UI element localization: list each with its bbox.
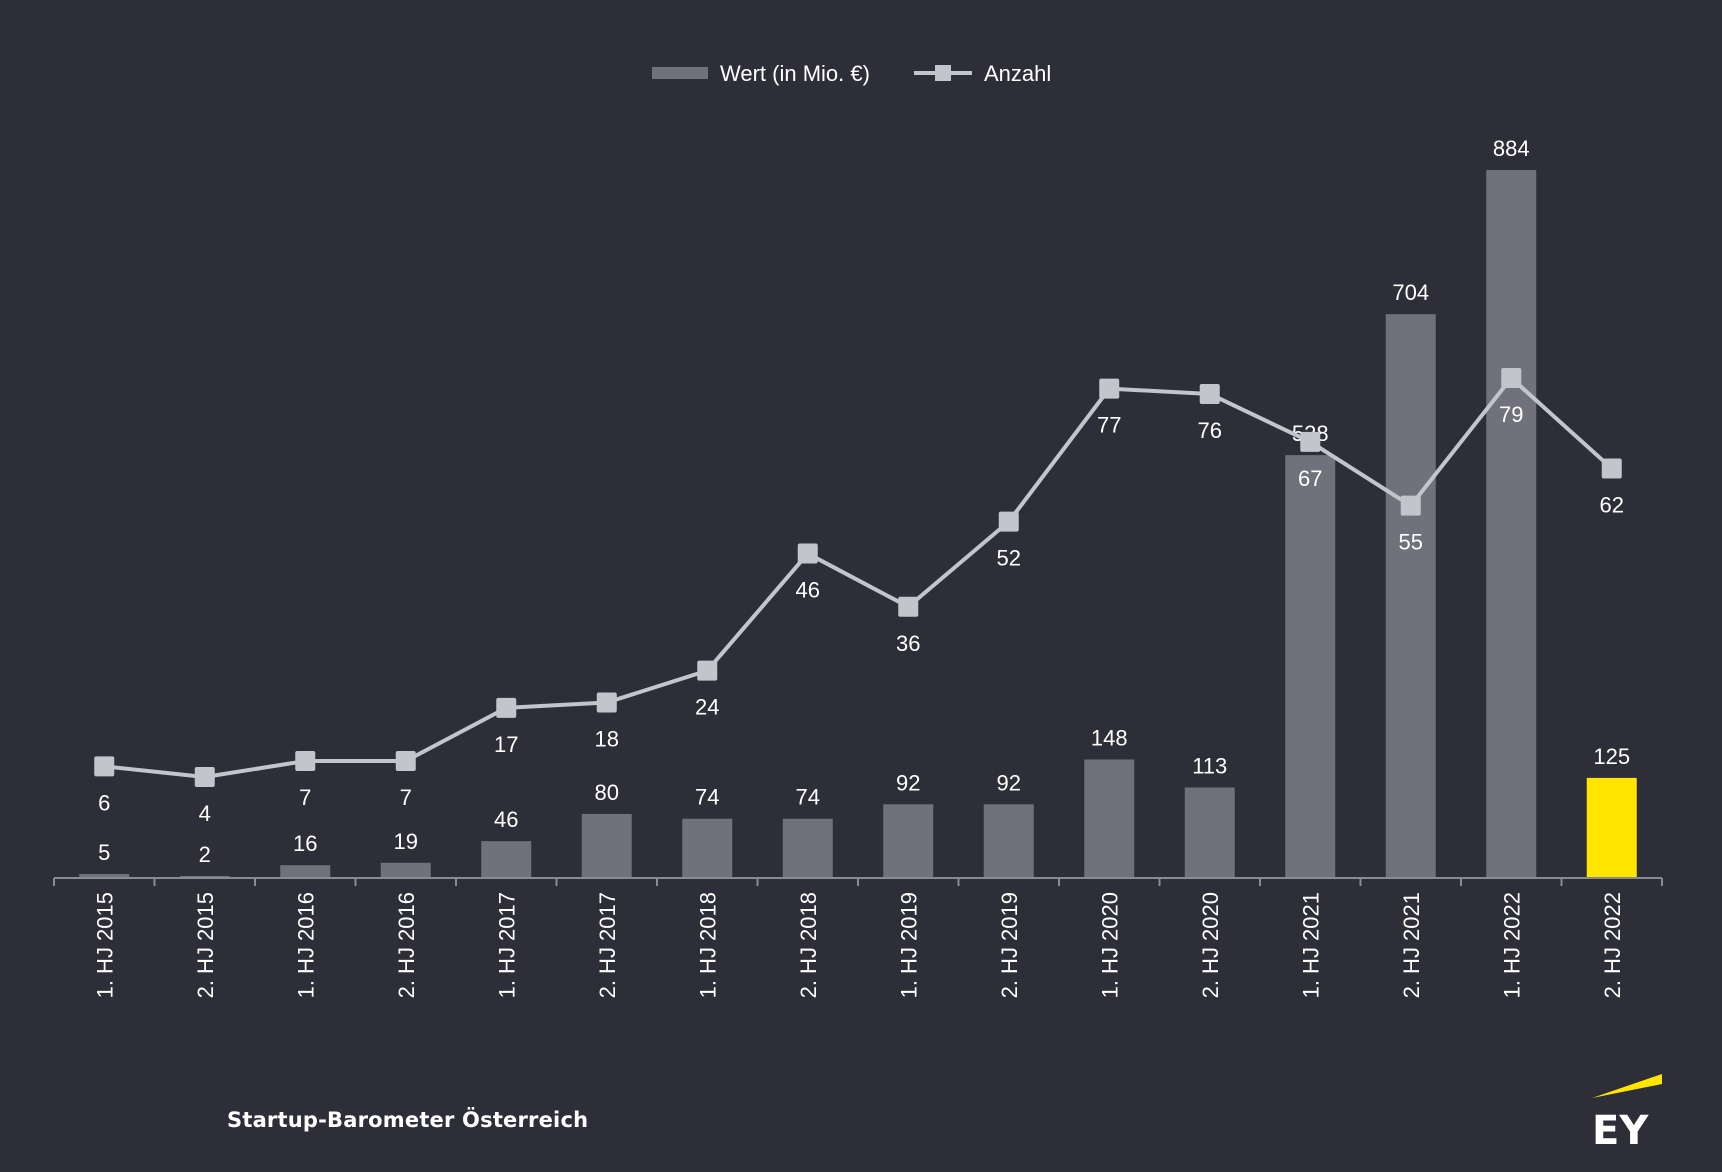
bar-2-hj-2021 — [1385, 314, 1436, 878]
bar-value-label: 148 — [1091, 725, 1128, 750]
bar-value-label: 92 — [997, 770, 1021, 795]
x-tick-label: 2. HJ 2021 — [1399, 892, 1424, 998]
bar-1-hj-2021 — [1285, 455, 1336, 878]
bar-value-label: 704 — [1392, 280, 1429, 305]
line-marker — [697, 660, 718, 681]
line-marker — [596, 692, 617, 713]
line-value-label: 36 — [896, 631, 920, 656]
bar-1-hj-2019 — [883, 804, 934, 878]
ey-logo: EY — [1592, 1074, 1662, 1148]
x-tick-label: 2. HJ 2022 — [1600, 892, 1625, 998]
line-marker — [1501, 368, 1522, 388]
line-value-label: 52 — [997, 546, 1021, 571]
line-marker — [1099, 378, 1120, 399]
x-tick-label: 1. HJ 2020 — [1097, 892, 1122, 998]
line-value-label: 62 — [1600, 492, 1624, 517]
source-footer: Startup-Barometer Österreich — [227, 1108, 589, 1132]
bar-1-hj-2015 — [79, 873, 130, 878]
legend-label-wert: Wert (in Mio. €) — [720, 61, 870, 86]
line-anzahl — [104, 376, 1614, 779]
line-marker — [898, 596, 919, 617]
line-value-label: 24 — [695, 695, 719, 720]
x-tick-label: 1. HJ 2018 — [695, 892, 720, 998]
x-tick-label: 2. HJ 2015 — [193, 892, 218, 998]
x-tick-label: 1. HJ 2022 — [1499, 892, 1524, 998]
x-tick-label: 2. HJ 2016 — [394, 892, 419, 998]
bar-value-label: 74 — [695, 785, 719, 810]
x-tick-label: 2. HJ 2017 — [595, 892, 620, 998]
line-value-label: 4 — [199, 801, 211, 826]
x-tick-label: 2. HJ 2018 — [796, 892, 821, 998]
line-value-label: 17 — [494, 732, 518, 757]
line-value-label: 7 — [299, 785, 311, 810]
x-tick-label: 2. HJ 2020 — [1198, 892, 1223, 998]
x-tick-label: 1. HJ 2021 — [1298, 892, 1323, 998]
line-value-label: 76 — [1198, 418, 1222, 443]
line-marker — [496, 697, 517, 718]
bar-value-label: 5 — [98, 840, 110, 865]
line-marker — [1199, 383, 1220, 404]
line-marker — [295, 751, 316, 772]
line-series-anzahl — [94, 368, 1622, 787]
x-tick-label: 1. HJ 2019 — [896, 892, 921, 998]
line-marker — [998, 511, 1019, 532]
x-tick-label: 1. HJ 2015 — [92, 892, 117, 998]
ey-logo-text: EY — [1592, 1108, 1649, 1148]
line-marker — [94, 756, 115, 777]
bar-value-label: 2 — [199, 842, 211, 867]
bar-value-labels: 521619468074749292148113528704884125 — [98, 136, 1630, 867]
line-value-label: 55 — [1399, 530, 1423, 555]
line-marker — [194, 767, 215, 787]
bar-value-label: 113 — [1192, 753, 1227, 778]
line-marker — [1601, 458, 1622, 479]
x-tick-label: 1. HJ 2017 — [494, 892, 519, 998]
bar-value-label: 16 — [293, 831, 317, 856]
bar-1-hj-2018 — [682, 818, 733, 878]
bar-1-hj-2022 — [1486, 170, 1537, 878]
line-value-label: 7 — [400, 785, 412, 810]
line-marker — [797, 543, 818, 564]
bar-value-label: 92 — [896, 770, 920, 795]
bar-value-label: 884 — [1493, 136, 1530, 161]
bar-2-hj-2022 — [1586, 777, 1637, 878]
bar-1-hj-2016 — [280, 865, 331, 878]
line-value-label: 46 — [796, 578, 820, 603]
line-value-label: 18 — [595, 727, 619, 752]
bar-1-hj-2020 — [1084, 759, 1135, 878]
bar-2-hj-2017 — [581, 813, 632, 878]
line-value-label: 77 — [1097, 413, 1121, 438]
line-value-label: 6 — [98, 790, 110, 815]
legend-swatch-wert — [652, 67, 708, 79]
line-marker — [1400, 495, 1421, 516]
ey-logo-accent — [1592, 1074, 1662, 1098]
chart-legend: Wert (in Mio. €) Anzahl — [652, 61, 1051, 86]
bar-value-label: 80 — [595, 780, 619, 805]
legend-marker-anzahl — [935, 65, 951, 81]
line-value-label: 79 — [1499, 402, 1523, 427]
x-tick-label: 1. HJ 2016 — [293, 892, 318, 998]
bar-value-label: 125 — [1593, 744, 1630, 769]
bar-value-label: 19 — [394, 829, 418, 854]
bar-2-hj-2018 — [782, 818, 833, 878]
legend-label-anzahl: Anzahl — [984, 61, 1051, 86]
bar-series-wert — [79, 170, 1637, 878]
line-value-label: 67 — [1298, 466, 1322, 491]
line-marker — [395, 751, 416, 772]
bar-2-hj-2019 — [983, 804, 1034, 878]
bar-value-label: 74 — [796, 785, 820, 810]
bar-2-hj-2016 — [380, 862, 431, 878]
bar-1-hj-2017 — [481, 841, 532, 878]
bar-value-label: 46 — [494, 807, 518, 832]
bar-2-hj-2020 — [1184, 787, 1235, 878]
x-axis-tick-labels: 1. HJ 2015 2. HJ 2015 1. HJ 2016 2. HJ 2016… — [92, 892, 1625, 998]
x-axis-ticks — [53, 878, 1663, 886]
x-tick-label: 2. HJ 2019 — [997, 892, 1022, 998]
line-marker — [1300, 431, 1321, 452]
